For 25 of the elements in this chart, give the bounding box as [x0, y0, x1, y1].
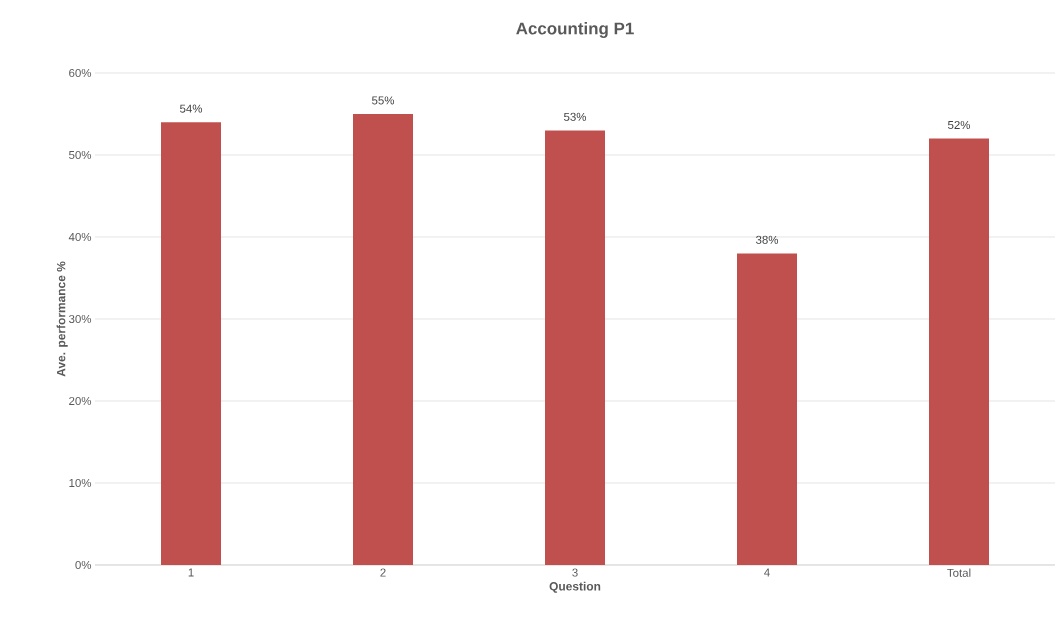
x-tick-label: 2 — [380, 568, 386, 577]
data-label: 55% — [372, 96, 395, 105]
x-tick-label: 3 — [572, 568, 578, 577]
bar — [353, 113, 414, 565]
y-tick-label: 0% — [75, 560, 92, 570]
y-tick-label: 10% — [69, 478, 92, 488]
bar — [545, 130, 606, 565]
data-label: 54% — [180, 104, 203, 113]
data-label: 38% — [755, 235, 779, 244]
data-label: 52% — [947, 120, 971, 130]
data-label: 53% — [563, 112, 587, 121]
y-tick-label: 30% — [69, 314, 92, 324]
bar — [737, 253, 798, 565]
x-tick-label: 1 — [188, 568, 194, 577]
y-tick-label: 40% — [68, 232, 92, 242]
chart-title: Accounting P1 — [516, 22, 634, 38]
bar — [161, 122, 222, 565]
y-tick-label: 60% — [69, 68, 92, 78]
y-tick-label: 20% — [69, 396, 92, 406]
x-tick-label: Total — [947, 568, 971, 577]
x-axis-title: Question — [549, 581, 601, 593]
y-axis-title: Ave. performance % — [56, 261, 68, 377]
y-tick-label: 50% — [69, 150, 92, 160]
bar — [929, 138, 989, 565]
x-tick-label: 4 — [764, 568, 770, 577]
